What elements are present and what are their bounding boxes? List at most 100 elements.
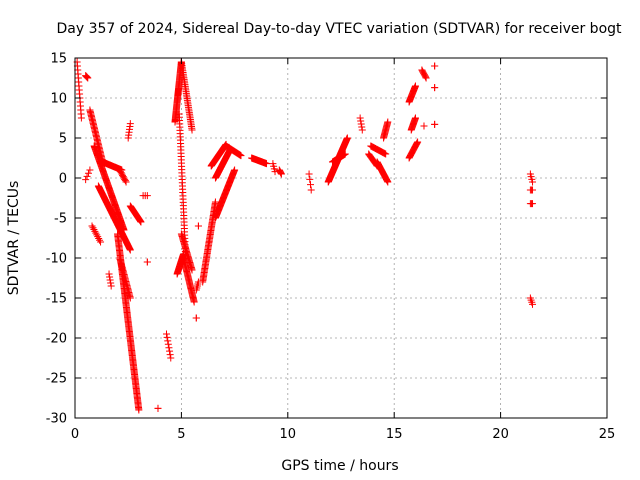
data-point xyxy=(96,236,104,244)
data-point xyxy=(529,186,537,194)
data-point xyxy=(306,181,314,189)
x-axis-title: GPS time / hours xyxy=(281,458,398,474)
data-point xyxy=(411,82,419,90)
data-point xyxy=(92,229,100,237)
data-point xyxy=(306,175,314,183)
data-point xyxy=(422,73,430,81)
data-point xyxy=(121,177,129,185)
axis-ticks xyxy=(74,57,608,419)
data-point xyxy=(77,114,85,122)
data-point xyxy=(305,170,313,178)
data-point xyxy=(163,333,171,341)
data-point xyxy=(188,126,196,134)
data-point xyxy=(384,178,392,186)
data-point xyxy=(126,294,134,302)
data-point xyxy=(126,246,134,254)
data-point xyxy=(164,337,172,345)
y-tick-label: 10 xyxy=(50,92,67,107)
y-tick-label: -25 xyxy=(46,372,67,387)
data-point xyxy=(529,200,537,208)
data-point xyxy=(106,273,114,281)
data-point xyxy=(97,238,105,246)
data-point xyxy=(307,186,315,194)
data-point xyxy=(90,226,98,234)
data-point xyxy=(384,118,392,126)
data-point xyxy=(411,114,419,122)
x-tick-label: 15 xyxy=(386,427,403,442)
data-point xyxy=(135,406,143,414)
data-point xyxy=(82,176,90,184)
y-axis-title: SDTVAR / TECUs xyxy=(6,181,22,296)
y-tick-label: -10 xyxy=(46,252,67,267)
data-point xyxy=(357,117,365,125)
data-point xyxy=(237,152,245,160)
data-point xyxy=(94,233,102,241)
data-point xyxy=(190,298,198,306)
data-point xyxy=(107,282,115,290)
data-point xyxy=(107,279,115,287)
y-tick-label: -20 xyxy=(46,332,67,347)
data-point xyxy=(529,300,537,308)
data-point xyxy=(163,330,171,338)
y-tick-label: 0 xyxy=(59,172,67,187)
data-point xyxy=(165,344,173,352)
x-tick-label: 0 xyxy=(71,427,79,442)
x-tick-label: 10 xyxy=(280,427,297,442)
grid-lines xyxy=(75,58,607,418)
data-point xyxy=(83,73,91,81)
data-point xyxy=(420,122,428,130)
data-point xyxy=(88,222,96,230)
y-tick-label: -15 xyxy=(46,292,67,307)
data-point xyxy=(167,354,175,362)
data-point xyxy=(126,120,134,128)
x-tick-label: 25 xyxy=(599,427,616,442)
data-point xyxy=(84,74,92,82)
data-point xyxy=(194,222,202,230)
data-point xyxy=(341,150,349,158)
data-point xyxy=(137,218,145,226)
data-point xyxy=(431,62,439,70)
y-tick-labels: -30 -25 -20 -15 -10 -5 0 5 10 15 xyxy=(46,52,67,427)
data-point xyxy=(83,172,91,180)
plot-frame xyxy=(74,57,608,419)
data-point xyxy=(95,234,103,242)
y-tick-label: 5 xyxy=(59,132,67,147)
data-point xyxy=(86,166,94,174)
data-point xyxy=(106,276,114,284)
y-tick-label: -30 xyxy=(46,412,67,427)
data-point xyxy=(89,224,97,232)
data-point xyxy=(231,166,239,174)
data-point xyxy=(93,231,101,239)
data-point xyxy=(356,114,364,122)
data-point xyxy=(343,134,351,142)
data-point xyxy=(382,150,390,158)
data-point xyxy=(166,351,174,359)
y-tick-label: -5 xyxy=(54,212,67,227)
data-point xyxy=(358,126,366,134)
x-tick-label: 20 xyxy=(492,427,509,442)
data-point xyxy=(431,84,439,92)
y-tick-label: 15 xyxy=(50,52,67,67)
data-point xyxy=(164,340,172,348)
data-point xyxy=(529,178,537,186)
data-point xyxy=(122,178,130,186)
data-point xyxy=(105,270,113,278)
data-point xyxy=(211,198,219,206)
data-point xyxy=(358,123,366,131)
data-point xyxy=(422,74,430,82)
data-point xyxy=(82,72,90,80)
data-point xyxy=(143,258,151,266)
data-points xyxy=(73,58,537,414)
data-point xyxy=(84,169,92,177)
data-point xyxy=(91,227,99,235)
chart-title: Day 357 of 2024, Sidereal Day-to-day VTE… xyxy=(56,21,622,37)
x-tick-labels: 0 5 10 15 20 25 xyxy=(71,427,615,442)
x-tick-label: 5 xyxy=(177,427,185,442)
data-point xyxy=(357,120,365,128)
data-point xyxy=(431,120,439,128)
data-point xyxy=(414,138,422,146)
data-point xyxy=(263,160,271,168)
data-point xyxy=(277,170,285,178)
